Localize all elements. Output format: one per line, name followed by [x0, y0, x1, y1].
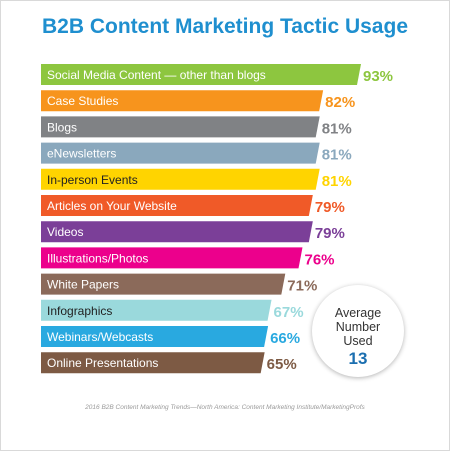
category-label: Articles on Your Website [47, 199, 177, 213]
bar [41, 299, 272, 321]
bar [41, 195, 313, 216]
chart-title: B2B Content Marketing Tactic Usage [41, 15, 408, 38]
category-label: White Papers [47, 278, 119, 292]
category-label: Illustrations/Photos [47, 251, 148, 265]
bar [41, 90, 324, 112]
category-label: Infographics [47, 304, 112, 318]
category-label: Social Media Content — other than blogs [47, 68, 266, 82]
value-label: 66% [270, 330, 300, 347]
value-label: 81% [322, 147, 352, 164]
bar [41, 116, 320, 138]
bar [41, 352, 265, 374]
source-note: 2016 B2B Content Marketing Trends—North … [85, 404, 365, 411]
value-label: 81% [322, 120, 352, 137]
bar [41, 326, 269, 347]
average-badge-value: 13 [348, 349, 368, 368]
value-label: 67% [274, 304, 304, 321]
bar [41, 142, 320, 164]
average-badge-label: Average Number Used [334, 306, 382, 348]
value-label: 81% [322, 173, 352, 190]
category-label: eNewsletters [47, 147, 116, 161]
bar [41, 168, 320, 190]
category-label: Blogs [47, 120, 77, 134]
value-label: 79% [315, 199, 345, 216]
category-label: Online Presentations [47, 356, 158, 370]
value-label: 79% [315, 225, 345, 242]
category-label: Videos [47, 225, 83, 239]
category-label: Case Studies [47, 94, 118, 108]
value-label: 93% [363, 68, 393, 85]
value-label: 71% [287, 278, 317, 295]
category-label: In-person Events [47, 173, 138, 187]
value-label: 76% [305, 251, 335, 268]
value-label: 82% [325, 94, 355, 111]
bar [41, 273, 286, 295]
bar [41, 64, 361, 85]
bar-chart: Social Media Content — other than blogs 9… [41, 64, 393, 374]
bar [41, 247, 303, 269]
value-label: 65% [267, 356, 297, 373]
bar [41, 221, 313, 243]
category-label: Webinars/Webcasts [47, 330, 153, 344]
average-badge: Average Number Used 13 [312, 285, 404, 377]
